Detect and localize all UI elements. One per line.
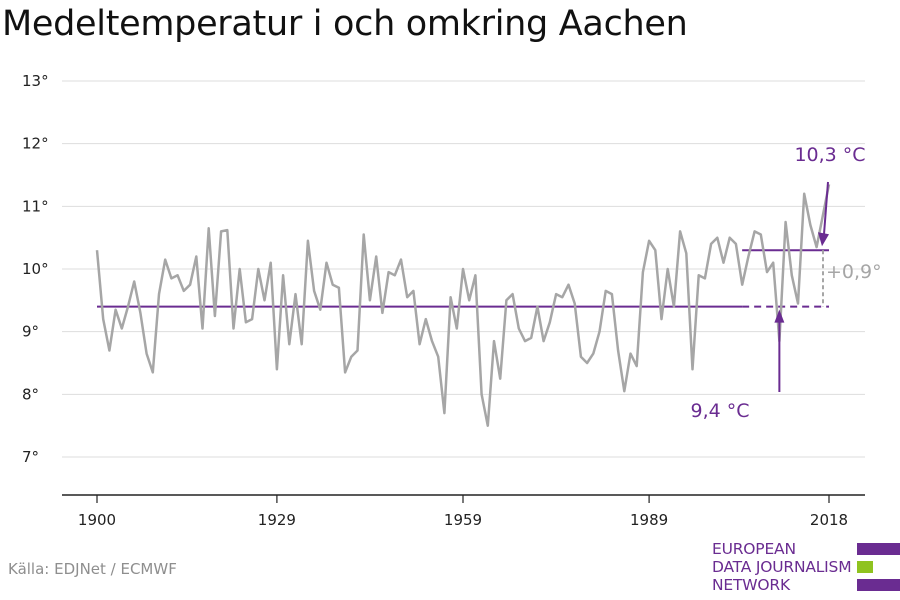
logo-line-2: DATA JOURNALISM xyxy=(712,558,852,576)
y-tick-label: 9° xyxy=(22,323,39,341)
y-tick-label: 11° xyxy=(22,197,49,215)
edjnet-logo: EUROPEAN DATA JOURNALISM NETWORK xyxy=(712,540,900,596)
annotations: 9,4 °C 10,3 °C +0,9° xyxy=(690,144,881,422)
x-tick-label: 1959 xyxy=(444,511,482,529)
y-tick-label: 10° xyxy=(22,260,49,278)
logo-bar-green xyxy=(857,561,873,573)
difference-label: +0,9° xyxy=(826,261,882,283)
chart-title: Medeltemperatur i och omkring Aachen xyxy=(2,4,688,44)
y-tick-label: 8° xyxy=(22,385,39,403)
x-tick-label: 1989 xyxy=(630,511,668,529)
y-tick-label: 7° xyxy=(22,448,39,466)
recent-arrow-head xyxy=(818,232,829,247)
x-tick-label: 2018 xyxy=(810,511,848,529)
y-tick-labels: 7° 8° 9° 10° 11° 12° 13° xyxy=(22,72,49,466)
y-tick-label: 12° xyxy=(22,135,49,153)
series-group xyxy=(95,184,831,427)
gridlines xyxy=(62,80,865,458)
baseline-label: 9,4 °C xyxy=(690,400,749,422)
x-tick-label: 1900 xyxy=(78,511,116,529)
source-note: Källa: EDJNet / ECMWF xyxy=(8,560,177,578)
logo-bar-purple xyxy=(857,543,900,555)
logo-bar-purple-2 xyxy=(857,579,900,591)
logo-line-3: NETWORK xyxy=(712,576,790,594)
y-tick-label: 13° xyxy=(22,72,49,90)
temperature-series-line xyxy=(95,184,831,427)
x-tick-label: 1929 xyxy=(258,511,296,529)
x-axis: 1900 1929 1959 1989 2018 xyxy=(62,494,865,529)
logo-line-1: EUROPEAN xyxy=(712,540,796,558)
baseline-arrow-head xyxy=(774,309,785,323)
recent-label: 10,3 °C xyxy=(794,144,865,166)
recent-arrow-shaft xyxy=(823,181,829,235)
